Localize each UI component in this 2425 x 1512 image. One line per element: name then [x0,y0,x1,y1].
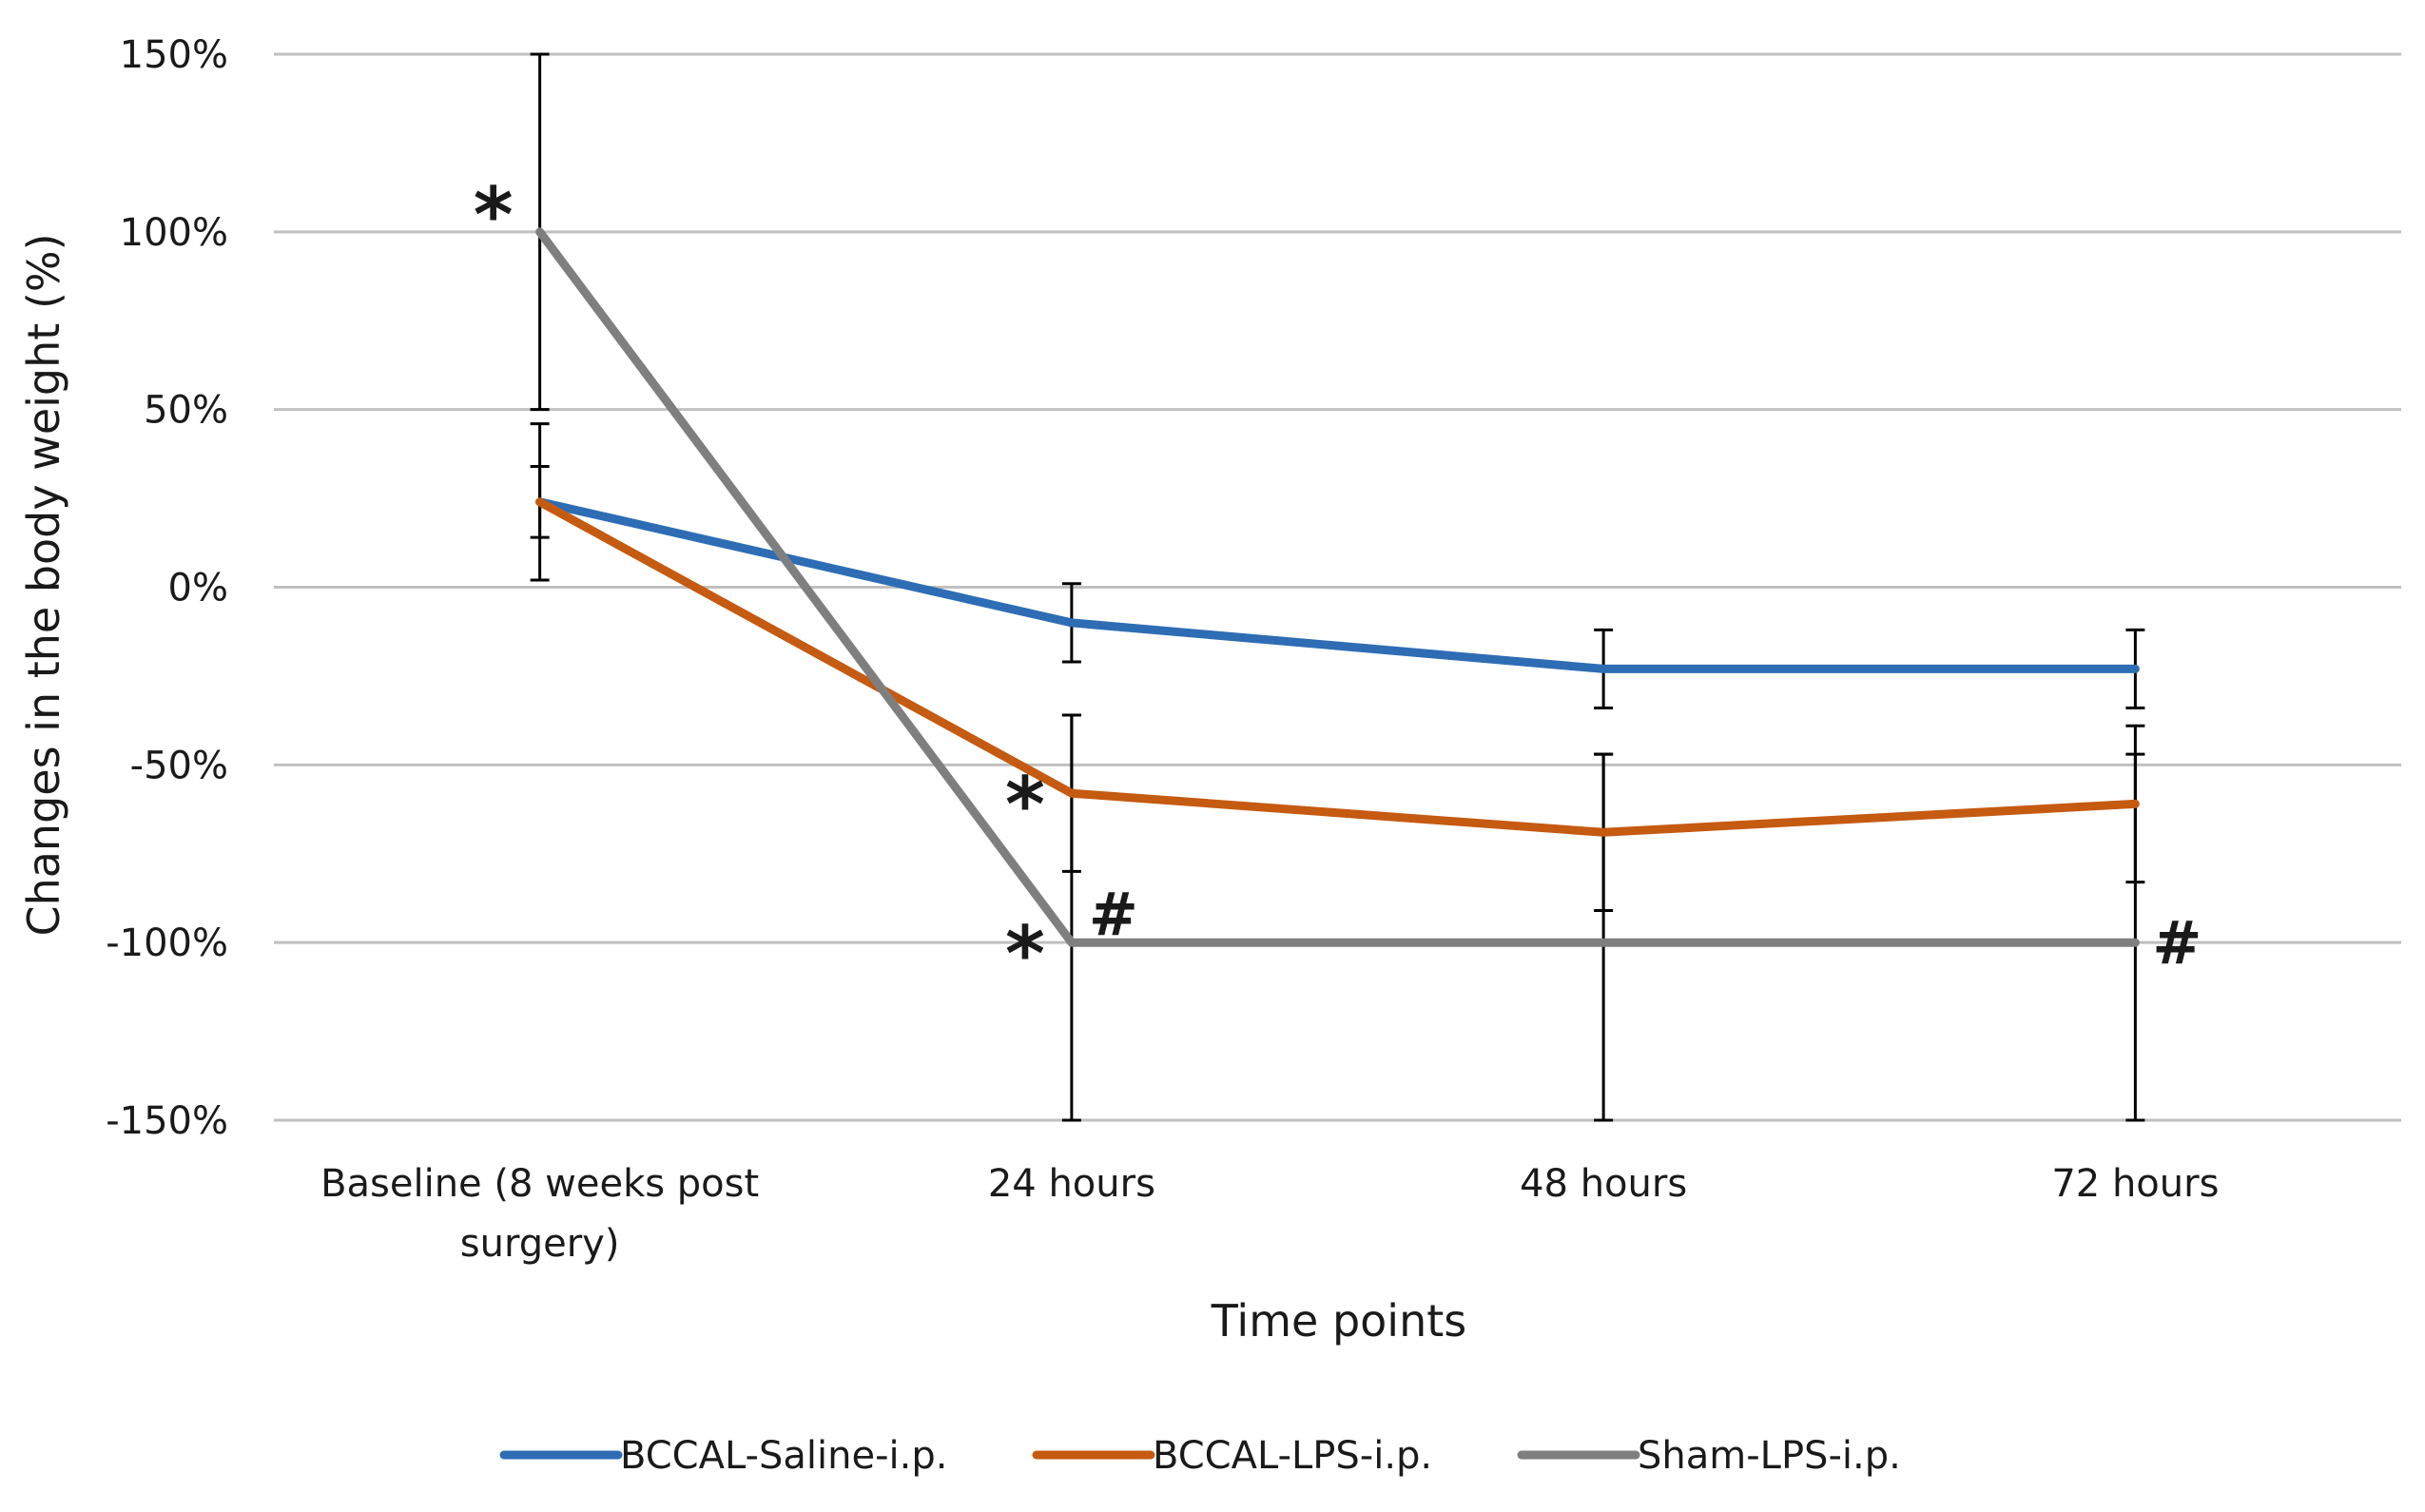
significance-star: * [474,171,514,260]
series-line-bccal-lps-i-p [535,497,2140,837]
y-tick-label: -150% [106,1099,228,1143]
legend-label: BCCAL-LPS-i.p. [1153,1434,1432,1478]
y-tick-label: -100% [106,921,228,965]
gridlines [274,52,2401,1122]
significance-markers: * * * # # [474,171,2202,998]
x-axis-ticks: Baseline (8 weeks post surgery) 24 hours 48… [320,1162,2219,1266]
x-tick-label: 72 hours [2051,1162,2219,1206]
legend: BCCAL-Saline-i.p. BCCAL-LPS-i.p. Sham-LPS-… [499,1434,1901,1478]
series-line-sham-lps-i-p [535,227,2140,947]
y-tick-label: 100% [120,211,228,255]
y-axis-title: Changes in the body weight (%) [18,233,69,936]
series-lines [535,227,2140,947]
x-tick-label: Baseline (8 weeks post [320,1162,759,1206]
x-tick-label: 24 hours [988,1162,1155,1206]
significance-hash: # [2152,908,2202,978]
significance-star: * [1005,761,1045,849]
x-tick-label: 48 hours [1520,1162,1687,1206]
legend-label: BCCAL-Saline-i.p. [620,1434,947,1478]
y-axis-ticks: 150% 100% 50% 0% -50% -100% -150% [106,33,228,1143]
x-tick-label: surgery) [460,1222,620,1266]
y-tick-label: -50% [130,744,228,787]
y-tick-label: 150% [120,33,228,77]
x-axis-title: Time points [1211,1295,1466,1347]
series-line-bccal-saline-i-p [535,497,2140,673]
y-tick-label: 50% [144,389,228,433]
legend-label: Sham-LPS-i.p. [1638,1434,1901,1478]
y-tick-label: 0% [168,567,228,611]
significance-star: * [1005,910,1045,998]
significance-hash: # [1089,880,1138,949]
